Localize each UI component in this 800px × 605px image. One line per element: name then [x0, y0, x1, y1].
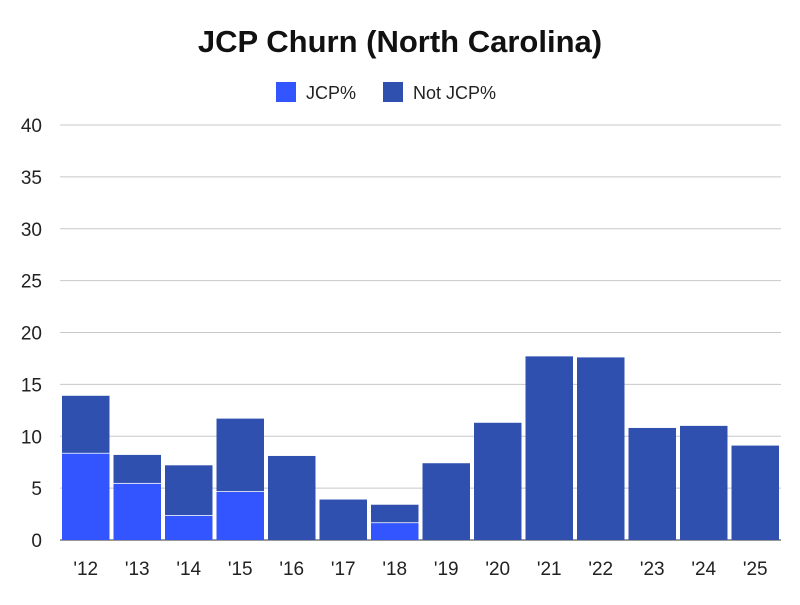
x-tick-label: '21 — [537, 559, 562, 580]
bar-not-jcp-13 — [731, 445, 779, 540]
x-tick-label: '23 — [640, 559, 665, 580]
legend-label-jcp: JCP% — [306, 83, 356, 103]
x-tick-label: '18 — [382, 559, 407, 580]
bar-jcp-0 — [62, 452, 110, 540]
x-tick-label: '25 — [743, 559, 768, 580]
x-axis-ticks: '12 '13 '14 '15 '16 '17 '18 '19 '20 '21 '22 '23 '24 '… — [73, 559, 767, 580]
bar-not-jcp-0 — [62, 395, 110, 453]
legend-swatch-not-jcp — [383, 82, 403, 102]
x-tick-label: '20 — [485, 559, 510, 580]
x-tick-label: '15 — [228, 559, 253, 580]
x-tick-label: '22 — [588, 559, 613, 580]
bar-not-jcp-5 — [319, 499, 367, 540]
bar-jcp-1 — [113, 482, 161, 540]
bar-not-jcp-9 — [525, 356, 573, 540]
legend-swatch-jcp — [276, 82, 296, 102]
bar-not-jcp-1 — [113, 454, 161, 483]
legend-label-not-jcp: Not JCP% — [413, 83, 496, 103]
x-tick-label: '12 — [73, 559, 98, 580]
y-tick-label: 5 — [31, 479, 42, 500]
y-tick-label: 35 — [21, 168, 42, 189]
y-tick-label: 0 — [31, 531, 42, 552]
x-tick-label: '16 — [279, 559, 304, 580]
bar-jcp-2 — [165, 515, 213, 540]
bar-jcp-6 — [371, 522, 419, 540]
bar-not-jcp-7 — [422, 463, 470, 540]
x-tick-label: '17 — [331, 559, 356, 580]
x-tick-label: '13 — [125, 559, 150, 580]
bar-not-jcp-8 — [474, 422, 522, 540]
x-tick-label: '14 — [176, 559, 201, 580]
bar-jcp-3 — [216, 491, 264, 540]
y-tick-label: 30 — [21, 220, 42, 241]
y-tick-label: 40 — [21, 116, 42, 137]
bar-not-jcp-10 — [577, 357, 625, 540]
bar-not-jcp-4 — [268, 455, 316, 540]
bar-not-jcp-3 — [216, 418, 264, 492]
y-tick-label: 20 — [21, 324, 42, 345]
y-tick-label: 25 — [21, 272, 42, 293]
chart-title: JCP Churn (North Carolina) — [198, 24, 602, 59]
x-tick-label: '24 — [691, 559, 716, 580]
legend: JCP% Not JCP% — [276, 82, 496, 103]
bar-not-jcp-2 — [165, 465, 213, 516]
bar-not-jcp-6 — [371, 504, 419, 523]
y-tick-label: 15 — [21, 375, 42, 396]
bars — [62, 356, 779, 540]
bar-not-jcp-12 — [680, 425, 728, 540]
bar-not-jcp-11 — [628, 427, 676, 540]
y-axis-ticks: 0 5 10 15 20 25 30 35 40 — [21, 116, 42, 552]
x-tick-label: '19 — [434, 559, 459, 580]
y-tick-label: 10 — [21, 427, 42, 448]
